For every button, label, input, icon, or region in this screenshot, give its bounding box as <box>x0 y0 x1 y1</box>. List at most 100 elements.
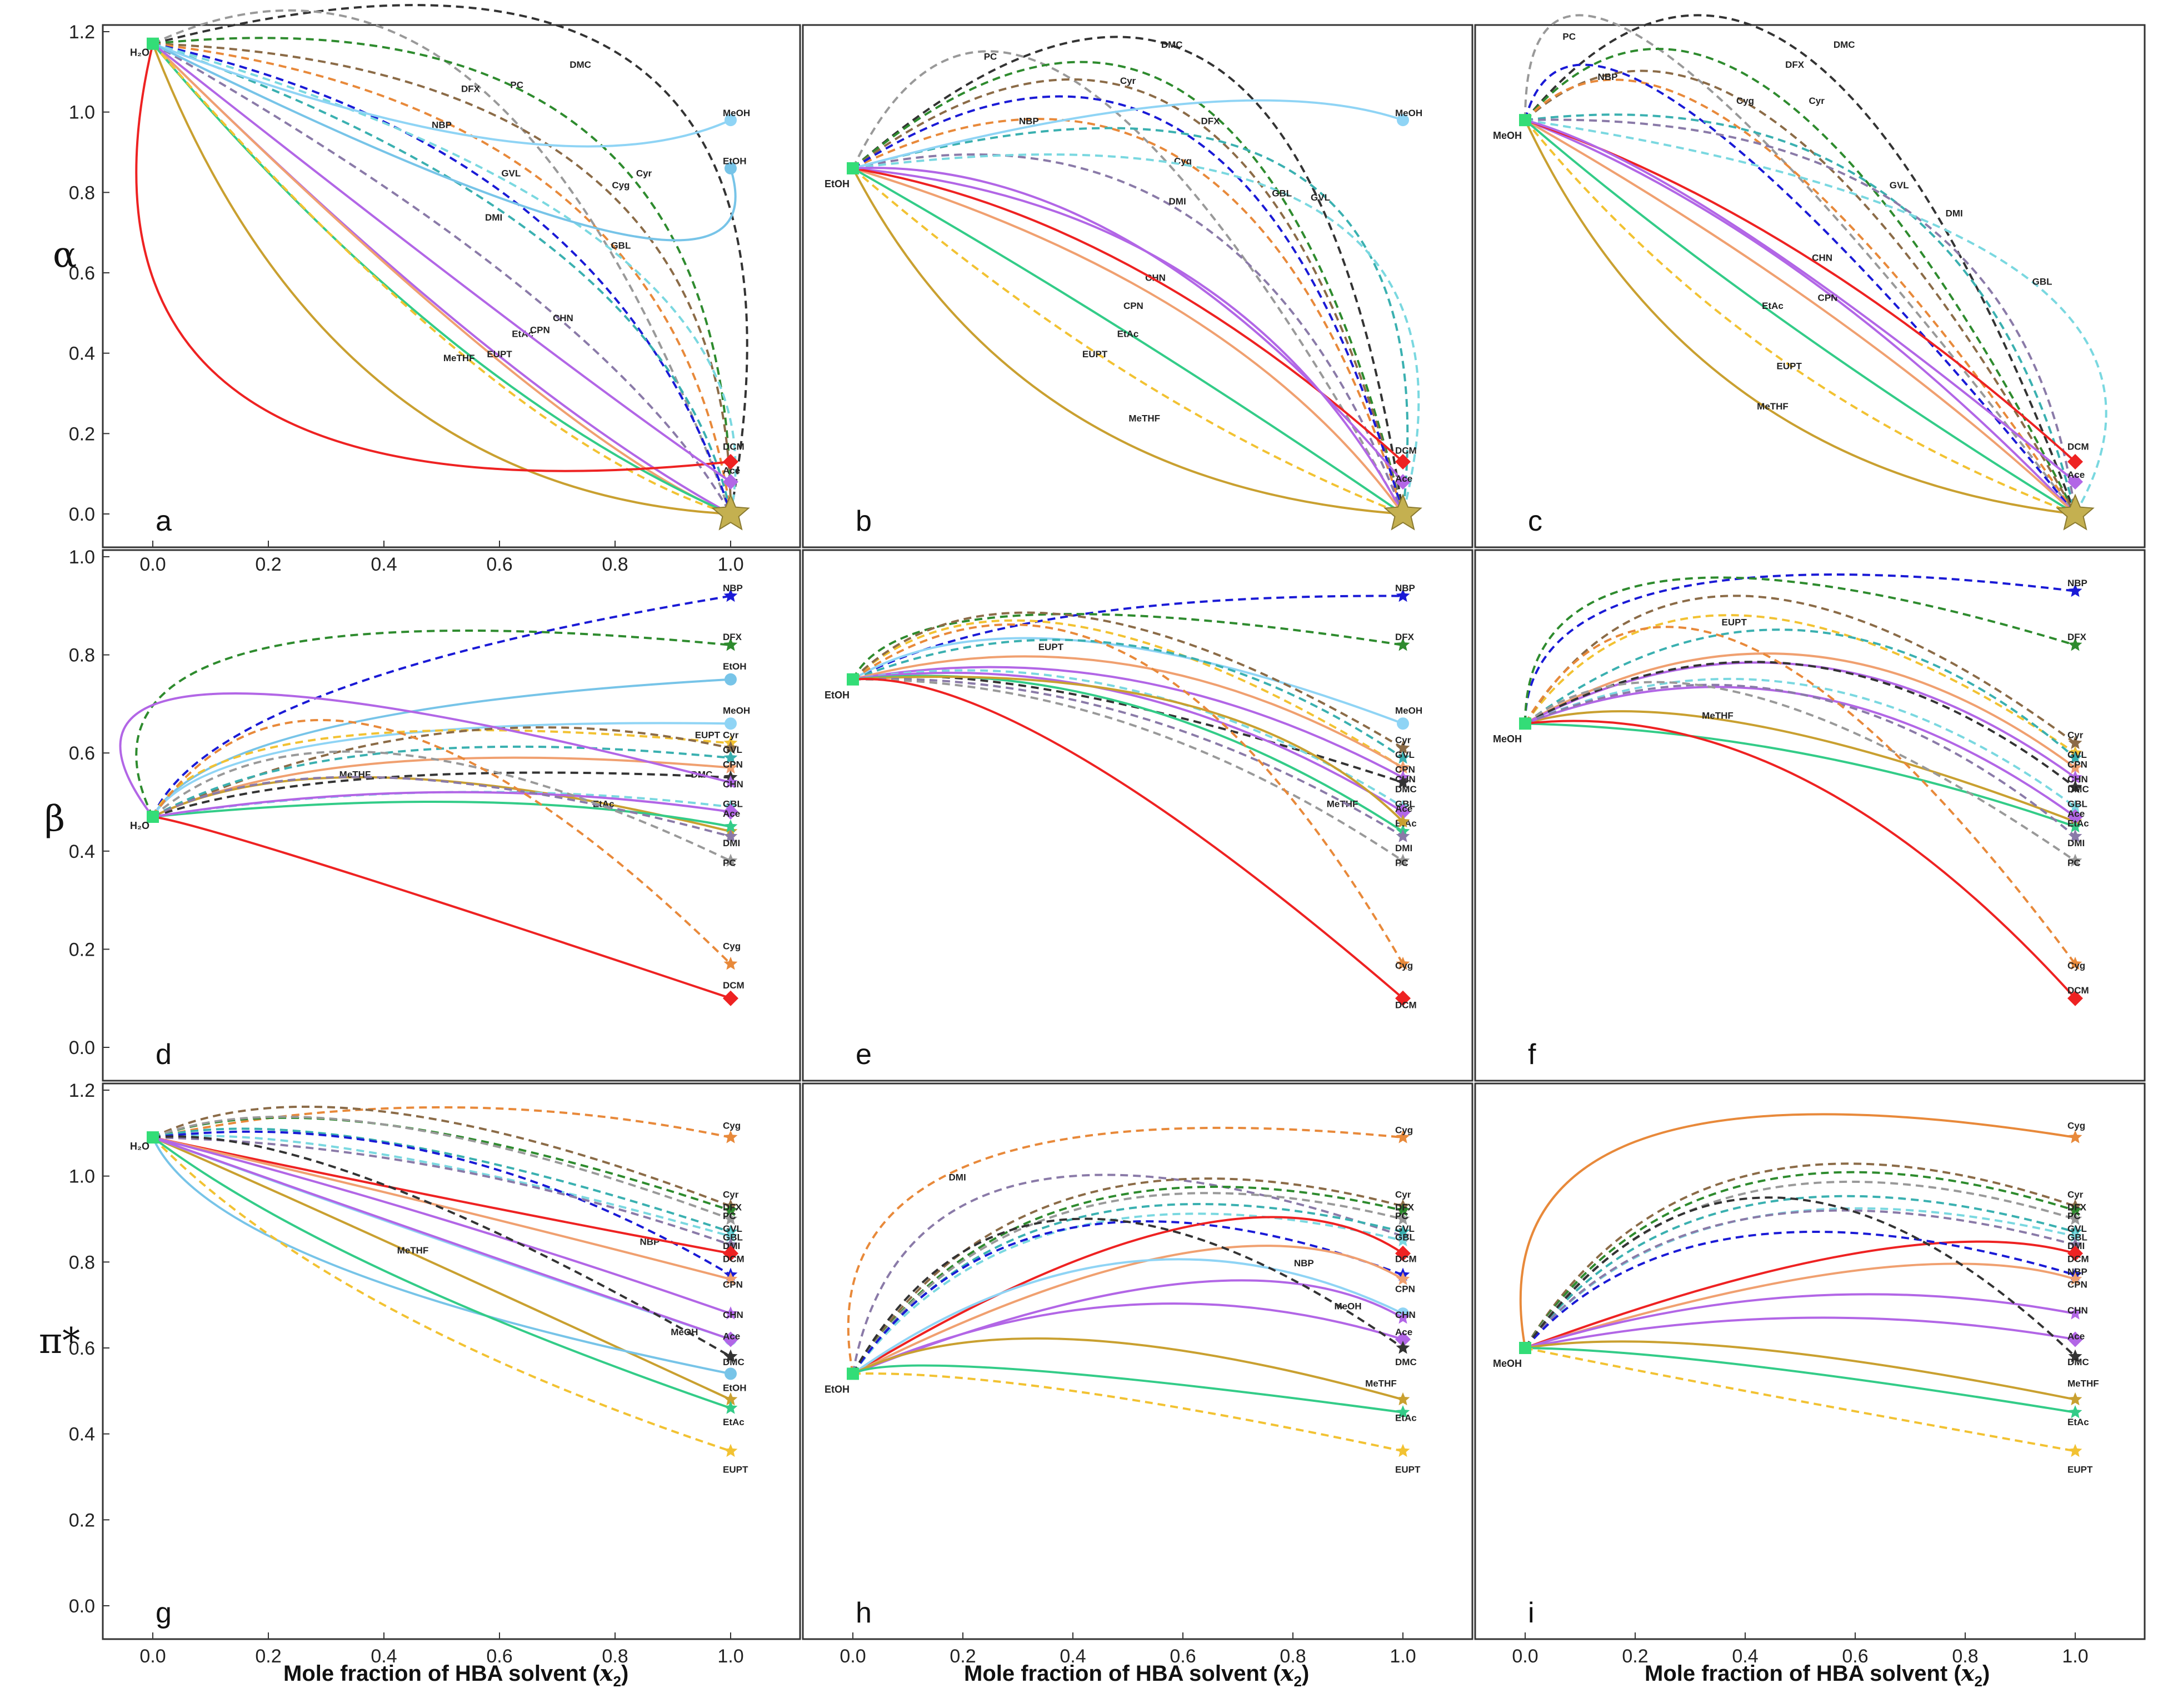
ylabel-pistar: π* <box>39 1321 80 1362</box>
xtick-label: 0.6 <box>1170 1646 1196 1667</box>
series-label-dcm: DCM <box>2067 985 2089 996</box>
series-label-pc: PC <box>1562 31 1576 42</box>
series-label-ace: Ace <box>1395 1327 1412 1337</box>
series-line-cyg <box>852 623 1404 965</box>
series-label-eupt: EUPT <box>1038 642 1064 652</box>
marker-ace <box>723 804 738 820</box>
series-line-etac <box>152 1136 731 1410</box>
series-label-gbl: GBL <box>2067 798 2087 809</box>
series-line-dcm <box>135 43 731 472</box>
series-label-cyg: Cyg <box>1395 1125 1413 1135</box>
series-line-pc <box>852 678 1404 862</box>
xtick-label: 1.0 <box>717 1646 743 1667</box>
marker-dcm <box>1395 453 1411 470</box>
series-label-etac: EtAc <box>1762 301 1784 311</box>
series-line-ace <box>1525 119 2076 483</box>
series-line-chn <box>1525 119 2076 515</box>
series-line-cpn <box>1524 652 2076 769</box>
series-label-etoh: EtOH <box>723 1382 747 1393</box>
ylabel-beta: β <box>44 798 65 840</box>
series-label-cpn: CPN <box>1818 293 1838 303</box>
series-label-meoh: MeOH <box>1334 1301 1361 1311</box>
panel-frame <box>802 24 1473 548</box>
marker-dfx <box>723 637 738 651</box>
series-line-nbp <box>852 1220 1403 1375</box>
marker-gvl <box>1396 1225 1410 1238</box>
marker-chn <box>2068 770 2082 783</box>
ytick-label: 0.8 <box>69 182 95 203</box>
series-label-dmc: DMC <box>1834 39 1855 50</box>
series-label-nbp: NBP <box>723 583 743 593</box>
series-label-dcm: DCM <box>1395 446 1417 456</box>
series-line-pc <box>1524 681 2076 862</box>
series-label-dmc: DMC <box>2067 1357 2089 1367</box>
series-label-pc: PC <box>984 52 997 62</box>
series-label-methf: MeTHF <box>339 769 371 780</box>
marker-cpn <box>2068 1272 2082 1285</box>
marker-meoh <box>1397 717 1409 730</box>
series-label-cyr: Cyr <box>2067 1189 2084 1200</box>
series-line-cpn <box>152 1136 731 1281</box>
series-label-dfx: DFX <box>1201 116 1221 126</box>
marker-ace <box>1395 804 1411 820</box>
marker-dmi <box>723 1237 738 1251</box>
series-line-cyr <box>852 1177 1403 1375</box>
series-line-methf <box>1525 1340 2076 1401</box>
origin-marker <box>147 1131 159 1144</box>
xlabel-middle: Mole fraction of HBA solvent (x2) <box>964 1660 1309 1690</box>
series-label-nbp: NBP <box>432 120 452 131</box>
series-line-eupt <box>852 167 1403 515</box>
xtick-label: 0.8 <box>1952 1646 1978 1667</box>
panel-c: DMC PC DFX Cyr Cyg NBP GVL DMI GBL CHN CPN EtAc EUPT… <box>1474 14 2146 548</box>
marker-cyg <box>2068 956 2082 970</box>
series-line-dfx <box>152 37 732 515</box>
series-line-nbp <box>1524 1230 2076 1349</box>
origin-marker <box>1519 114 1531 127</box>
panel-frame <box>102 1082 801 1640</box>
series-label-gvl: GVL <box>1395 1223 1415 1234</box>
series-label-gbl: GBL <box>1272 188 1292 199</box>
marker-etac <box>2068 819 2082 833</box>
series-line-dcm <box>852 1216 1404 1375</box>
series-label-dmi: DMI <box>1946 208 1963 219</box>
series-label-nbp: NBP <box>2067 1267 2087 1277</box>
series-label-cpn: CPN <box>1123 301 1143 311</box>
series-label-dmi: DMI <box>723 838 740 848</box>
xtick-label: 0.4 <box>371 1646 397 1667</box>
series-line-gvl <box>152 1127 731 1233</box>
series-line-methf <box>852 168 1403 515</box>
series-label-gbl: GBL <box>2067 1232 2087 1243</box>
series-line-eupt <box>1525 1347 2076 1452</box>
series-label-cyr: Cyr <box>636 168 652 178</box>
series-label-etoh: EtOH <box>723 156 747 167</box>
marker-chn <box>1396 1310 1410 1324</box>
series-label-cpn: CPN <box>723 760 743 770</box>
marker-dcm <box>2067 453 2083 470</box>
marker-dmc <box>1396 775 1410 788</box>
series-label-cyg: Cyg <box>2067 1121 2085 1131</box>
series-line-gbl <box>1525 677 2076 808</box>
series-line-cyg <box>152 42 732 515</box>
series-label-cyr: Cyr <box>2067 730 2084 741</box>
series-label-chn: CHN <box>553 313 573 323</box>
series-label-dmc: DMC <box>1161 39 1183 50</box>
xtick-label: 0.4 <box>371 554 397 575</box>
series-label-ace: Ace <box>723 808 740 819</box>
marker-cyg <box>1396 956 1410 970</box>
series-line-cyr <box>152 1105 731 1207</box>
series-line-pc <box>1524 14 2076 515</box>
panel-letter: b <box>856 505 872 537</box>
series-line-chn <box>1525 1293 2076 1349</box>
marker-pc <box>1396 1212 1410 1225</box>
series-line-eupt <box>1524 119 2076 515</box>
series-label-pc: PC <box>1395 1211 1408 1221</box>
xtick-label: 0.8 <box>602 554 628 575</box>
series-label-dcm: DCM <box>2067 441 2089 452</box>
marker-cpn <box>2068 760 2082 774</box>
series-label-nbp: NBP <box>1294 1258 1314 1268</box>
series-label-cpn: CPN <box>530 325 550 336</box>
marker-pc <box>2068 853 2082 867</box>
series-label-gvl: GVL <box>723 745 742 755</box>
series-label-methf: MeTHF <box>1757 401 1789 412</box>
series-line-dcm <box>1525 1240 2076 1349</box>
